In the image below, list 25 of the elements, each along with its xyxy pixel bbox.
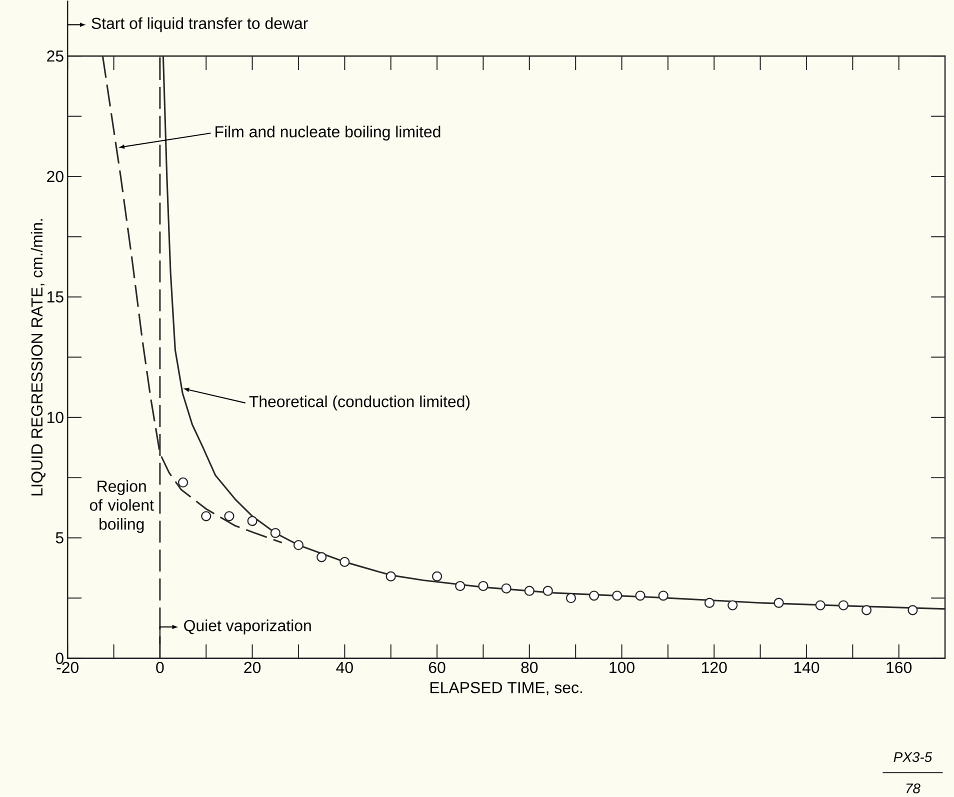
y-tick-label: 15 xyxy=(48,292,64,303)
x-tick-label: 140 xyxy=(794,662,820,674)
x-tick-label: -20 xyxy=(56,662,78,674)
annotation: Film and nucleate boiling limited xyxy=(216,126,440,141)
x-tick-label: 40 xyxy=(336,662,353,674)
y-axis-title: LIQUID REGRESSION RATE, cm./min. xyxy=(30,219,46,496)
x-axis-title: ELAPSED TIME, sec. xyxy=(430,682,582,696)
x-tick-label: 20 xyxy=(244,662,261,674)
y-tick-label: 5 xyxy=(56,532,64,544)
annotation: Region of violent boiling xyxy=(90,480,154,534)
x-tick-label: 80 xyxy=(521,662,538,674)
annotation: Theoretical (conduction limited) xyxy=(249,396,470,411)
text: 78 xyxy=(906,784,920,794)
annotation: Quiet vaporization xyxy=(184,620,311,635)
x-tick-label: 160 xyxy=(886,662,912,674)
y-tick-label: 25 xyxy=(47,50,64,62)
x-tick-label: 100 xyxy=(610,662,634,674)
x-tick-label: 120 xyxy=(702,662,727,674)
y-tick-label: 0 xyxy=(56,652,64,664)
x-tick-label: 0 xyxy=(156,662,164,674)
text: Start of liquid transfer to dewar xyxy=(92,17,308,32)
y-tick-label: 20 xyxy=(47,171,64,182)
text: PX3-5 xyxy=(894,752,932,762)
x-tick-label: 60 xyxy=(428,662,446,674)
y-tick-label: 10 xyxy=(48,412,64,424)
